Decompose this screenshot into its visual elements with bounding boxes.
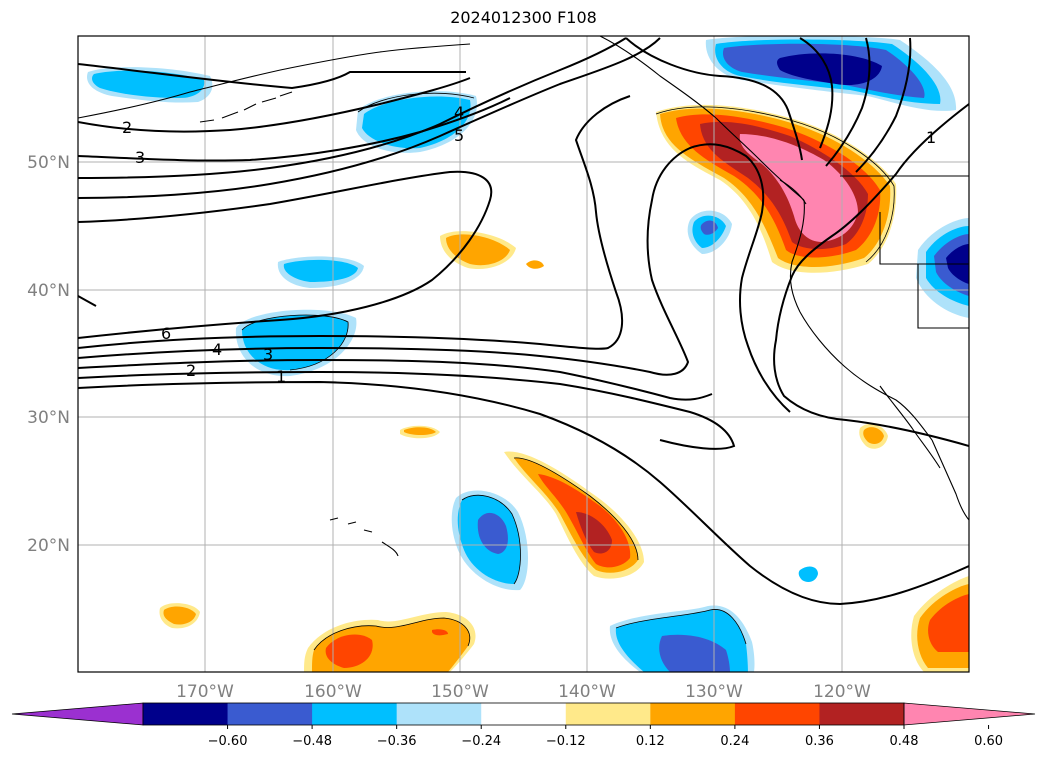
contour-east-3: [825, 37, 871, 167]
latitude-labels: 50°N 40°N 30°N 20°N: [27, 153, 70, 556]
coast-vancouver-island: [779, 179, 807, 205]
contour-1-east: [773, 103, 969, 447]
contour-6-lower: [78, 95, 631, 350]
contour-label: 3: [263, 345, 273, 364]
colorbar-segment: [819, 703, 905, 725]
contour-west-edge: [78, 295, 97, 307]
lon-label-170w: 170°W: [176, 682, 234, 702]
colorbar-tick-label: 0.60: [974, 734, 1003, 749]
coast-baja-peninsula: [879, 385, 941, 469]
colorbar-segment: [396, 703, 482, 725]
map-frame: [77, 35, 970, 673]
contour-label: 6: [161, 324, 171, 343]
contour-label: 2: [122, 118, 132, 137]
contour-4-lower: [78, 143, 791, 413]
state-border-nv-az: [917, 264, 969, 329]
colorbar-tick-label: 0.24: [720, 734, 749, 749]
contour-label: 2: [186, 361, 196, 380]
coastlines: [78, 36, 969, 557]
coast-alaska-islands: [199, 91, 293, 123]
contour-east-4: [855, 37, 912, 173]
colorbar-tick-labels: −0.60 −0.48 −0.36 −0.24 −0.12 0.12 0.24 0.36 0.4…: [208, 725, 1003, 749]
contour-label: 3: [135, 148, 145, 167]
contour-2-upper: [78, 77, 471, 133]
lat-label-50n: 50°N: [27, 153, 70, 173]
colorbar-tick-label: −0.36: [377, 734, 417, 749]
lon-label-120w: 120°W: [813, 682, 871, 702]
map-area: 2 3 4 5 6 4 3 2 1 1: [78, 36, 969, 672]
contour-west-top: [78, 63, 466, 90]
coast-se-alaska: [599, 36, 717, 119]
contour-label: 4: [212, 340, 222, 359]
colorbar-tick-label: −0.48: [292, 734, 332, 749]
lon-label-130w: 130°W: [685, 682, 743, 702]
colorbar-segments: [11, 702, 1036, 726]
contour-lines: [78, 37, 969, 606]
contour-label: 1: [276, 367, 286, 386]
colorbar-segment: [565, 703, 651, 725]
colorbar-segment: [227, 703, 313, 725]
contour-3-upper: [78, 97, 511, 162]
colorbar-tick-label: −0.24: [461, 734, 501, 749]
map-title: 2024012300 F108: [450, 8, 597, 27]
contour-mid-trough: [625, 37, 803, 161]
contour-2-lower: [78, 370, 736, 450]
coast-baja: [931, 439, 969, 521]
contour-label-group: 2 3 4 5 6 4 3 2 1 1: [122, 103, 936, 386]
contour-label: 1: [926, 128, 936, 147]
state-border-ca-nv: [879, 212, 969, 265]
colorbar-segment: [481, 703, 567, 725]
colorbar-tick-label: −0.60: [208, 734, 248, 749]
longitude-labels: 170°W 160°W 150°W 140°W 130°W 120°W: [176, 682, 871, 702]
colorbar: −0.60 −0.48 −0.36 −0.24 −0.12 0.12 0.24 0.36 0.4…: [11, 702, 1036, 749]
colorbar-tick-label: 0.48: [890, 734, 919, 749]
shade-neg-small-box: [798, 566, 818, 582]
coast-hawaii: [329, 517, 399, 557]
colorbar-segment: [734, 703, 820, 725]
coast-washington-oregon: [789, 199, 805, 313]
lat-label-30n: 30°N: [27, 408, 70, 428]
colorbar-frame: [142, 702, 905, 726]
colorbar-segment: [143, 703, 229, 725]
contour-label: 4: [454, 103, 464, 122]
lon-label-150w: 150°W: [431, 682, 489, 702]
colorbar-segment: [650, 703, 736, 725]
coast-bc: [715, 117, 805, 201]
coast-alaska-peninsula: [78, 43, 471, 119]
positive-anomaly-areas: [159, 104, 969, 672]
colorbar-tick-label: 0.36: [805, 734, 834, 749]
lon-label-140w: 140°W: [558, 682, 616, 702]
contour-label: 5: [454, 126, 464, 145]
shade-pos-small-diamond: [526, 260, 544, 269]
colorbar-extend-high: [903, 702, 1036, 726]
colorbar-tick-label: 0.12: [636, 734, 665, 749]
colorbar-segment: [312, 703, 398, 725]
colorbar-extend-low: [11, 702, 144, 726]
contour-5-upper: [78, 37, 661, 199]
contour-1-lower: [78, 380, 969, 606]
contour-6-upper: [78, 170, 493, 339]
coast-california: [799, 311, 933, 441]
contour-east-2: [799, 37, 834, 149]
contour-3-lower: [78, 358, 713, 401]
colorbar-tick-label: −0.12: [546, 734, 586, 749]
lon-label-160w: 160°W: [304, 682, 362, 702]
contour-4-upper: [78, 37, 627, 179]
lat-label-20n: 20°N: [27, 536, 70, 556]
lat-label-40n: 40°N: [27, 281, 70, 301]
